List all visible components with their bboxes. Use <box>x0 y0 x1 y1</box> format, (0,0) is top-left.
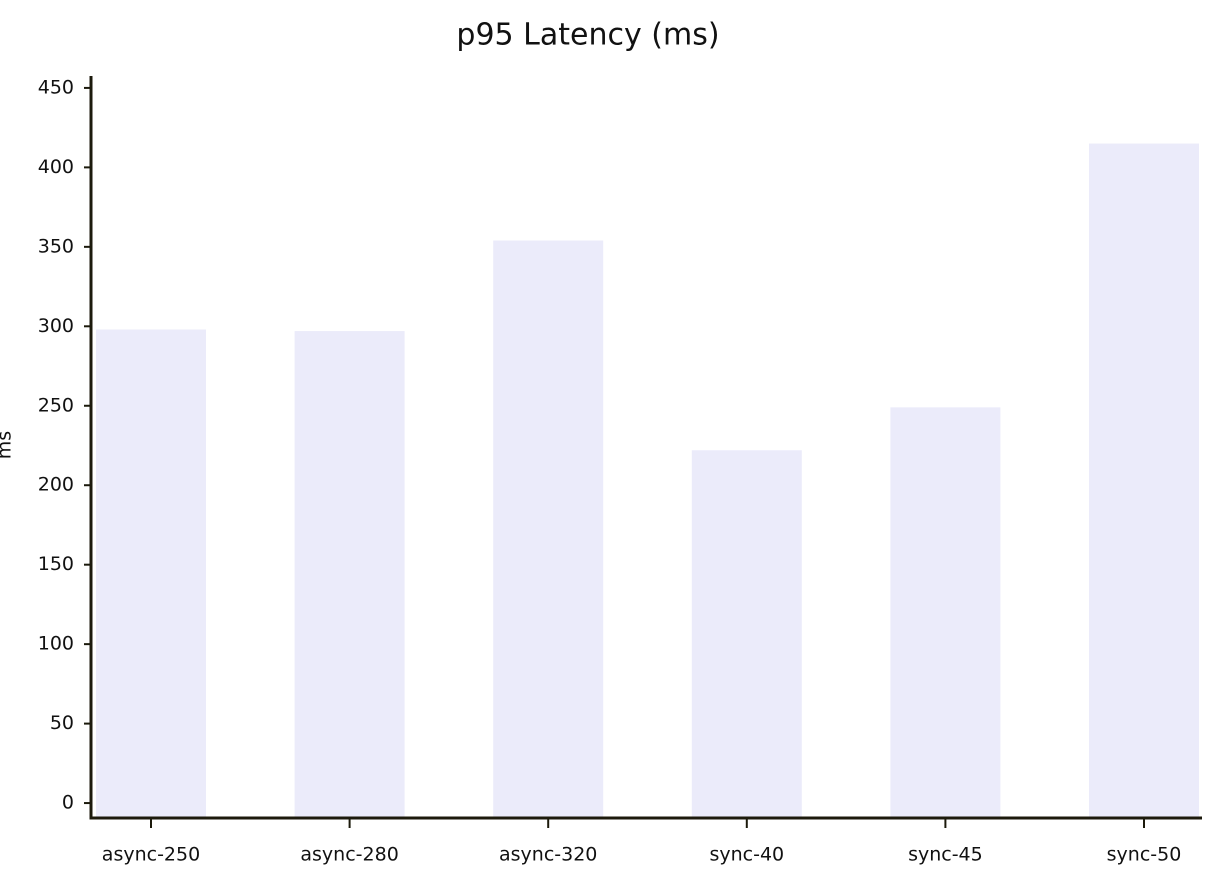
y-tick-label: 50 <box>50 712 74 734</box>
y-tick-label: 200 <box>38 474 74 496</box>
x-tick-label: sync-45 <box>908 844 983 866</box>
y-tick-label: 0 <box>62 792 74 814</box>
bar <box>691 450 802 818</box>
x-tick-label: sync-50 <box>1107 844 1182 866</box>
bar <box>96 329 206 818</box>
x-tick-label: sync-40 <box>709 844 784 866</box>
y-axis-label: ms <box>0 431 16 459</box>
x-tick-label: async-280 <box>300 844 398 866</box>
x-tick-label: async-320 <box>499 844 597 866</box>
y-tick-label: 400 <box>38 156 74 178</box>
y-tick-label: 300 <box>38 315 74 337</box>
y-tick-label: 100 <box>38 633 74 655</box>
y-tick-label: 250 <box>38 394 74 416</box>
bar <box>294 331 405 818</box>
x-tick-label: async-250 <box>102 844 200 866</box>
y-tick-label: 450 <box>38 76 74 98</box>
bar <box>1089 143 1199 818</box>
y-tick-label: 150 <box>38 553 74 575</box>
bar <box>890 407 1001 818</box>
bar <box>493 240 604 818</box>
y-tick-label: 350 <box>38 235 74 257</box>
chart-title: p95 Latency (ms) <box>456 18 719 53</box>
